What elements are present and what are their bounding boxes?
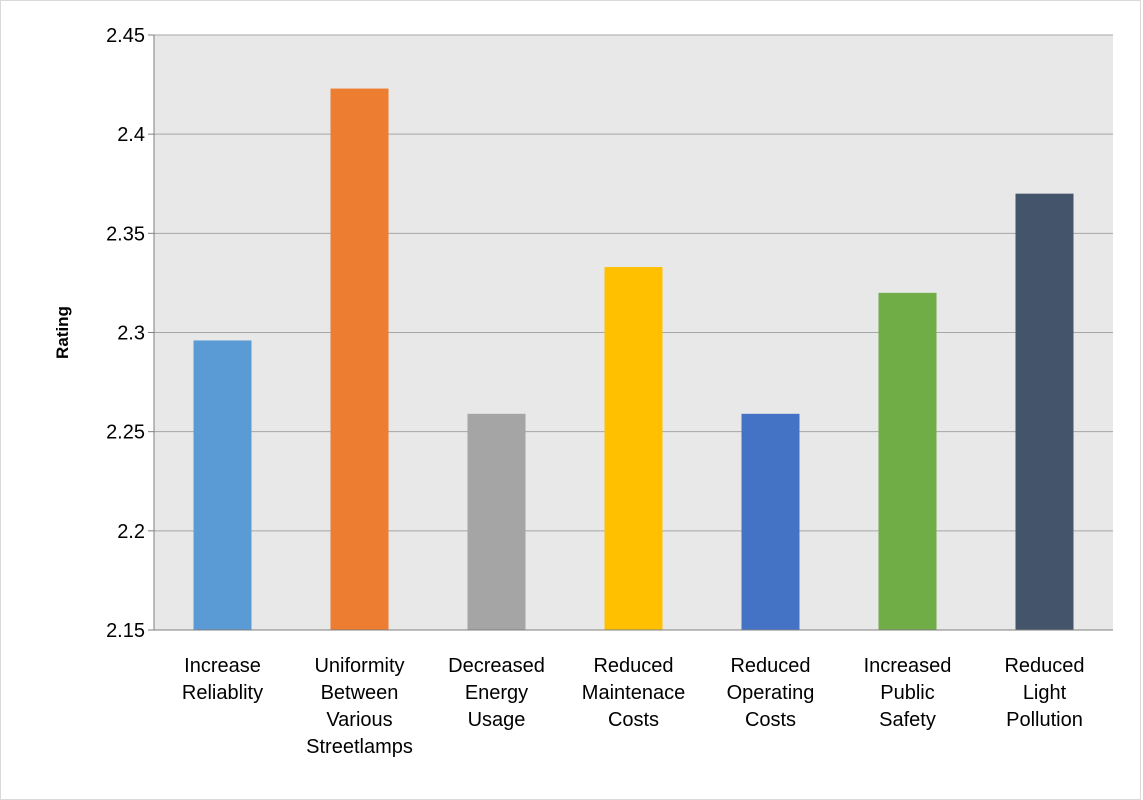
category-label: Increased Public Safety: [864, 655, 952, 731]
category-labels: Increase Reliablity Uniformity Between Vario…: [182, 655, 1085, 758]
category-label: Decreased Energy Usage: [448, 655, 545, 731]
bar: [467, 413, 526, 630]
bar: [1015, 193, 1074, 630]
axes: [148, 34, 1113, 631]
category-label: Reduced Maintenace Costs: [582, 655, 685, 731]
y-tick-label: 2.35: [106, 223, 145, 245]
bar: [604, 267, 663, 630]
bar: [878, 292, 937, 630]
y-tick-label: 2.25: [106, 422, 145, 444]
y-axis-title: Rating: [53, 306, 72, 359]
y-tick-label: 2.45: [106, 25, 145, 47]
category-label: Reduced Operating Costs: [727, 655, 815, 731]
bar: [193, 340, 252, 630]
category-label: Reduced Light Pollution: [1004, 655, 1084, 731]
y-tick-label: 2.2: [117, 521, 145, 543]
bar: [330, 88, 389, 631]
y-tick-labels: 2.15 2.2 2.25 2.3 2.35 2.4 2.45: [106, 25, 145, 642]
bar: [741, 413, 800, 630]
category-label: Uniformity Between Various Streetlamps: [306, 655, 413, 758]
y-tick-label: 2.3: [117, 323, 145, 345]
y-tick-label: 2.15: [106, 620, 145, 642]
y-tick-label: 2.4: [117, 124, 145, 146]
category-label: Increase Reliablity: [182, 655, 263, 704]
bars: [193, 88, 1074, 631]
